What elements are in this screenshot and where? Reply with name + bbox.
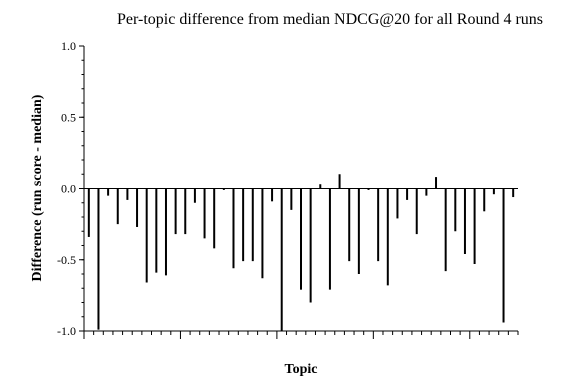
x-axis-label: Topic	[285, 362, 318, 377]
y-axis-label: Difference (run score - median)	[30, 94, 45, 281]
y-tick-label: 1.0	[61, 39, 76, 53]
x-ticks	[83, 331, 519, 339]
y-tick-label: -0.5	[57, 253, 76, 267]
y-ticks: 1.0 0.5 0.0 -0.5 -1.0	[57, 39, 84, 338]
y-tick-label: 0.5	[61, 110, 76, 124]
plot-area: 1.0 0.5 0.0 -0.5 -1.0	[57, 39, 519, 339]
y-tick-label: -1.0	[57, 324, 76, 338]
y-tick-label: 0.0	[61, 182, 76, 196]
chart-title: Per-topic difference from median NDCG@20…	[117, 11, 543, 28]
bars	[87, 174, 515, 331]
